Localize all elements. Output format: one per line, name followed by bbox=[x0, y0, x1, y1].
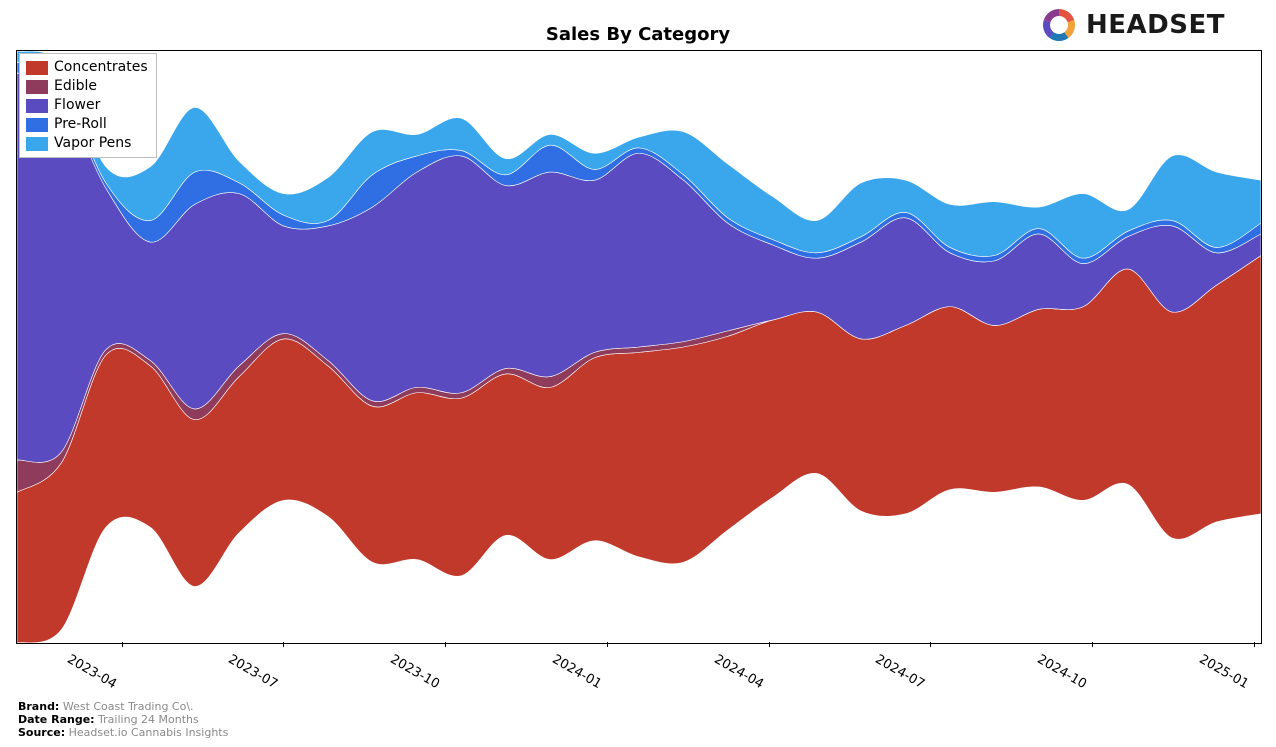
footer-line: Brand: West Coast Trading Co\. bbox=[18, 700, 228, 713]
legend-swatch bbox=[26, 118, 48, 132]
footer-value: Trailing 24 Months bbox=[95, 713, 199, 726]
x-tick-mark bbox=[930, 642, 931, 647]
footer-label: Source: bbox=[18, 726, 65, 739]
footer-value: Headset.io Cannabis Insights bbox=[65, 726, 228, 739]
headset-logo: HEADSET bbox=[1040, 6, 1225, 44]
legend-swatch bbox=[26, 80, 48, 94]
x-tick-label: 2024-10 bbox=[1035, 652, 1090, 692]
stacked-area-chart bbox=[17, 51, 1261, 643]
x-tick-mark bbox=[769, 642, 770, 647]
x-tick-mark bbox=[283, 642, 284, 647]
legend-label: Edible bbox=[54, 77, 97, 96]
x-tick-label: 2025-01 bbox=[1196, 652, 1251, 692]
legend-swatch bbox=[26, 61, 48, 75]
legend-label: Pre-Roll bbox=[54, 115, 107, 134]
x-tick-mark bbox=[607, 642, 608, 647]
legend-item-concentrates: Concentrates bbox=[26, 58, 148, 77]
x-tick-label: 2024-01 bbox=[549, 652, 604, 692]
headset-logo-text: HEADSET bbox=[1086, 10, 1225, 40]
footer-line: Source: Headset.io Cannabis Insights bbox=[18, 726, 228, 739]
x-tick-label: 2023-10 bbox=[388, 652, 443, 692]
legend-item-edible: Edible bbox=[26, 77, 148, 96]
chart-footer: Brand: West Coast Trading Co\.Date Range… bbox=[18, 700, 228, 739]
legend-item-flower: Flower bbox=[26, 96, 148, 115]
x-tick-label: 2024-07 bbox=[873, 652, 928, 692]
plot-area: ConcentratesEdibleFlowerPre-RollVapor Pe… bbox=[16, 50, 1262, 644]
footer-line: Date Range: Trailing 24 Months bbox=[18, 713, 228, 726]
x-tick-label: 2023-07 bbox=[226, 652, 281, 692]
x-tick-mark bbox=[1254, 642, 1255, 647]
legend-swatch bbox=[26, 137, 48, 151]
legend-label: Vapor Pens bbox=[54, 134, 131, 153]
legend-item-pre-roll: Pre-Roll bbox=[26, 115, 148, 134]
x-tick-mark bbox=[445, 642, 446, 647]
legend-swatch bbox=[26, 99, 48, 113]
legend-item-vapor-pens: Vapor Pens bbox=[26, 134, 148, 153]
x-tick-mark bbox=[122, 642, 123, 647]
footer-label: Date Range: bbox=[18, 713, 95, 726]
x-tick-mark bbox=[1092, 642, 1093, 647]
legend: ConcentratesEdibleFlowerPre-RollVapor Pe… bbox=[19, 53, 157, 158]
legend-label: Flower bbox=[54, 96, 100, 115]
footer-label: Brand: bbox=[18, 700, 59, 713]
x-tick-label: 2024-04 bbox=[711, 652, 766, 692]
x-tick-label: 2023-04 bbox=[64, 652, 119, 692]
headset-logo-icon bbox=[1040, 6, 1078, 44]
legend-label: Concentrates bbox=[54, 58, 148, 77]
x-axis-ticks: 2023-04 2023-07 2023-10 2024-01 2024-04 2024-… bbox=[16, 642, 1260, 702]
footer-value: West Coast Trading Co\. bbox=[59, 700, 193, 713]
